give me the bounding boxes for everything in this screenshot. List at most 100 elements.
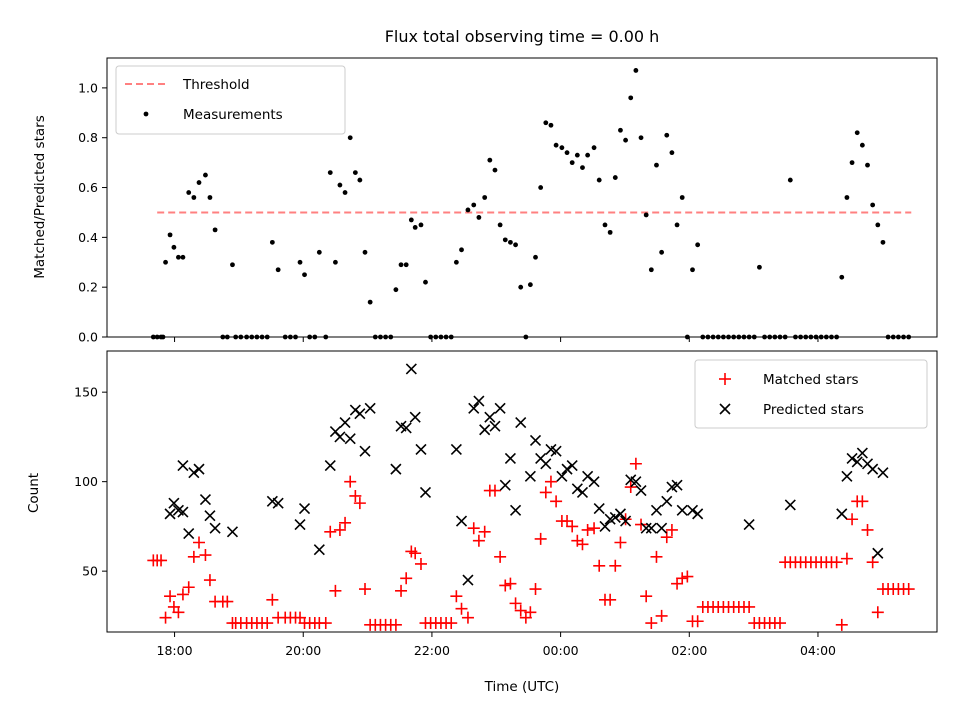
measurement-point	[207, 195, 213, 200]
matched-star-point	[395, 584, 408, 597]
predicted-star-point	[593, 502, 605, 515]
predicted-star-point	[462, 574, 474, 586]
matched-star-point	[344, 475, 357, 488]
top-axes-frame	[106, 57, 938, 338]
predicted-star-point	[540, 458, 552, 470]
matched-star-point	[461, 611, 474, 624]
predicted-star-point	[468, 402, 480, 414]
measurement-point	[757, 264, 762, 270]
measurement-point	[393, 287, 399, 293]
matched-star-point	[339, 516, 352, 529]
bottom-x-axis: 18:00 20:00 22:00 00:00 02:00 04:00	[157, 632, 836, 658]
predicted-star-point	[571, 483, 583, 495]
measurement-point	[602, 222, 608, 228]
matched-star-point	[509, 597, 522, 610]
predicted-star-point	[529, 434, 542, 447]
measurement-point	[643, 212, 649, 218]
predicted-star-point	[177, 506, 189, 518]
bottom-y-axis-label: Count	[26, 473, 42, 513]
predicted-star-point	[566, 459, 578, 472]
matched-star-point	[359, 583, 372, 596]
chart-title: Flux total observing time = 0.00 h	[385, 27, 660, 46]
matched-star-point	[172, 606, 185, 619]
measurement-point	[203, 172, 208, 178]
measurement-point	[553, 142, 559, 148]
predicted-star-point	[836, 508, 848, 520]
predicted-star-point	[364, 402, 376, 414]
measurement-point	[275, 267, 281, 273]
bottom-axes-frame	[106, 350, 938, 633]
measurement-point	[302, 272, 307, 278]
matched-star-point	[467, 522, 480, 535]
x-axis-label: Time (UTC)	[484, 679, 560, 695]
matched-star-point	[861, 523, 874, 536]
matched-star-point	[266, 593, 279, 606]
measurement-point	[342, 190, 348, 195]
predicted-star-point	[692, 508, 704, 520]
matched-legend-label: Matched stars	[763, 372, 859, 388]
top-y-tick-label: 0.0	[78, 330, 98, 345]
threshold-legend-label: Threshold	[182, 77, 250, 93]
predicted-star-point	[635, 485, 647, 497]
predicted-star-point	[272, 497, 284, 509]
matched-star-point	[871, 606, 884, 619]
measurement-point	[648, 267, 654, 273]
predicted-star-point	[294, 519, 306, 531]
measurement-point	[633, 68, 639, 73]
measurement-point	[664, 132, 670, 138]
measurement-point	[580, 165, 585, 171]
predicted-star-point	[334, 431, 346, 443]
matched-star-point	[902, 583, 915, 596]
measurement-point	[612, 175, 618, 180]
top-y-tick-label: 0.4	[78, 230, 98, 245]
measurement-point	[564, 150, 570, 156]
measurement-point	[543, 120, 549, 126]
matched-legend-swatch	[719, 373, 731, 385]
matched-star-point	[534, 532, 547, 545]
matched-star-point	[472, 534, 485, 547]
measurement-point	[638, 135, 644, 141]
matched-star-point	[566, 520, 579, 533]
predicted-star-point	[455, 515, 468, 527]
predicted-star-point	[846, 452, 858, 464]
predicted-star-point	[415, 443, 427, 456]
matched-star-point	[846, 513, 859, 526]
predicted-star-point	[484, 411, 496, 423]
predicted-star-point	[877, 467, 889, 479]
measurement-point	[482, 195, 488, 200]
matched-star-point	[187, 550, 200, 563]
measurement-point	[497, 222, 503, 228]
measurement-point	[513, 242, 518, 248]
matched-star-point	[524, 606, 537, 619]
matched-star-point	[743, 600, 756, 613]
measurement-point	[476, 215, 482, 220]
predicted-star-point	[298, 502, 311, 515]
predicted-star-point	[504, 452, 516, 464]
measurement-point	[191, 195, 197, 200]
bottom-legend-box	[694, 359, 928, 429]
top-y-tick-label: 0.6	[78, 180, 98, 195]
matched-star-point	[835, 618, 848, 631]
matched-star-point	[450, 590, 463, 603]
matched-star-point	[199, 549, 212, 562]
top-plot-area	[150, 68, 912, 340]
measurements-legend-label: Measurements	[183, 107, 283, 123]
predicted-star-point	[576, 486, 589, 498]
matched-star-point	[203, 574, 216, 587]
measurement-point	[362, 249, 368, 255]
measurement-point	[538, 185, 544, 190]
predicted-star-point	[339, 417, 351, 429]
bottom-x-tick-label: 22:00	[414, 643, 450, 658]
measurement-point	[465, 207, 471, 213]
top-panel: 0.0 0.2 0.4 0.6 0.8 1.0 Matched/Predicted sta…	[32, 57, 938, 345]
top-y-tick-label: 1.0	[78, 80, 98, 95]
measurement-point	[870, 202, 876, 208]
matched-star-point	[593, 559, 606, 572]
measurement-point	[865, 162, 870, 168]
predicted-star-point	[620, 515, 632, 527]
predicted-star-point	[193, 463, 205, 475]
predicted-star-point	[645, 522, 657, 534]
predicted-star-point	[743, 519, 755, 531]
predicted-star-point	[209, 522, 221, 534]
predicted-star-point	[489, 420, 501, 432]
